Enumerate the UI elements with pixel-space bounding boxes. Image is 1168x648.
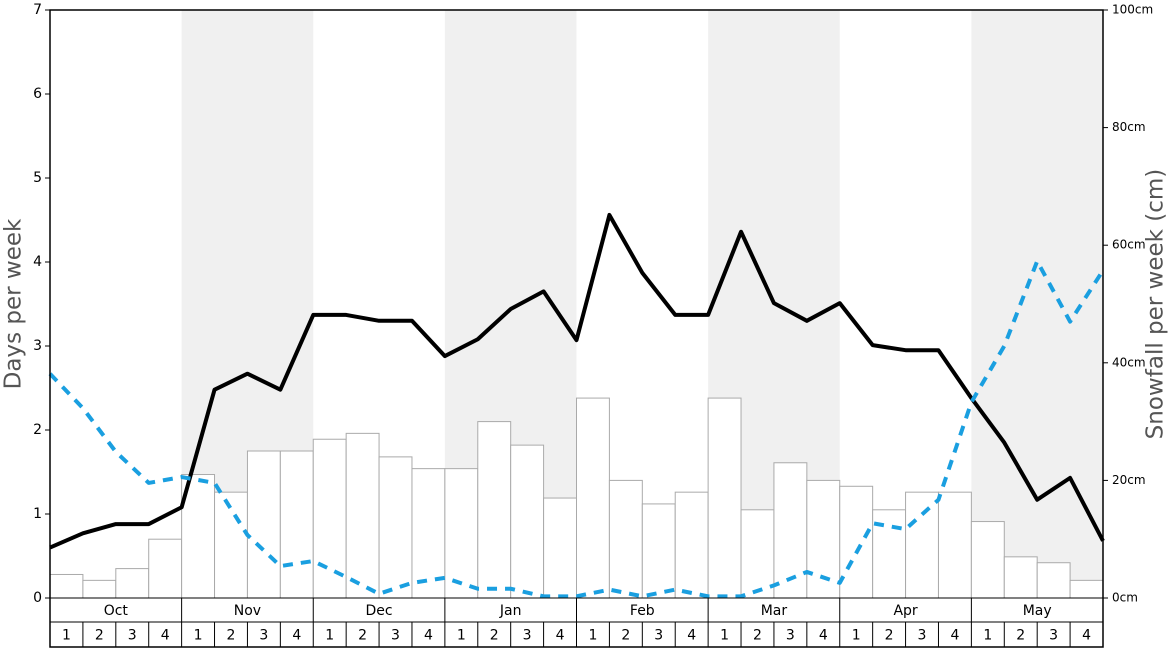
bar <box>674 491 709 599</box>
bar <box>214 491 248 599</box>
week-label: 2 <box>358 628 367 644</box>
month-label: Dec <box>366 603 393 619</box>
month-label: Jan <box>499 603 522 619</box>
y-tick-label: 4 <box>33 254 42 270</box>
week-label: 3 <box>1049 628 1058 644</box>
month-label: Oct <box>104 603 129 619</box>
y-tick-label: 2 <box>33 422 42 438</box>
week-label: 3 <box>786 628 795 644</box>
bar <box>345 432 380 599</box>
week-label: 2 <box>753 628 762 644</box>
month-label: Nov <box>234 603 261 619</box>
bar <box>82 579 117 599</box>
y-tick-label: 1 <box>33 506 42 522</box>
bar <box>279 450 314 599</box>
week-label: 4 <box>292 628 301 644</box>
y-tick-label: 0 <box>33 590 42 606</box>
month-shading <box>971 10 1103 598</box>
week-label: 2 <box>95 628 104 644</box>
week-label: 3 <box>918 628 927 644</box>
bar <box>1036 562 1071 599</box>
y-tick-label: 3 <box>33 338 42 354</box>
week-label: 1 <box>983 628 992 644</box>
y2-tick-label: 100cm <box>1112 3 1153 17</box>
week-label: 1 <box>720 628 729 644</box>
bar <box>148 538 183 599</box>
week-label: 3 <box>523 628 532 644</box>
bar <box>608 479 643 599</box>
bar <box>740 509 775 599</box>
week-label: 1 <box>62 628 71 644</box>
bar <box>49 573 84 599</box>
week-label: 1 <box>194 628 203 644</box>
bar <box>1003 556 1038 599</box>
y-tick-label: 7 <box>33 2 42 18</box>
y-axis-title: Days per week <box>1 218 27 389</box>
line <box>49 212 1105 550</box>
bar <box>477 421 512 599</box>
bar <box>905 491 939 599</box>
week-label: 4 <box>424 628 433 644</box>
week-label: 2 <box>885 628 894 644</box>
week-label: 4 <box>950 628 959 644</box>
bar <box>246 450 281 599</box>
week-label: 1 <box>325 628 334 644</box>
week-label: 2 <box>621 628 630 644</box>
week-label: 4 <box>819 628 828 644</box>
line <box>48 259 1105 599</box>
week-label: 4 <box>556 628 565 644</box>
bar <box>1069 579 1104 599</box>
bar <box>839 485 874 599</box>
y2-tick-label: 20cm <box>1112 473 1146 487</box>
week-label: 2 <box>490 628 499 644</box>
month-label: Mar <box>761 603 788 619</box>
month-label: May <box>1023 603 1052 619</box>
bar <box>510 444 545 599</box>
month-label: Feb <box>630 603 655 619</box>
y2-tick-label: 80cm <box>1112 120 1146 134</box>
week-label: 4 <box>687 628 696 644</box>
y-tick-label: 5 <box>33 170 42 186</box>
month-label: Apr <box>893 603 917 619</box>
y2-axis-title: Snowfall per week (cm) <box>1143 169 1168 440</box>
bar <box>444 468 479 599</box>
week-label: 4 <box>161 628 170 644</box>
week-label: 3 <box>259 628 268 644</box>
bar <box>378 456 413 599</box>
bar <box>576 397 610 599</box>
week-label: 1 <box>457 628 466 644</box>
week-label: 1 <box>588 628 597 644</box>
week-label: 2 <box>227 628 236 644</box>
y-tick-label: 6 <box>33 86 42 102</box>
week-label: 3 <box>128 628 137 644</box>
week-label: 4 <box>1082 628 1091 644</box>
bar <box>937 491 972 599</box>
week-label: 2 <box>1016 628 1025 644</box>
week-label: 1 <box>852 628 861 644</box>
bar <box>707 397 742 599</box>
bar <box>806 479 841 599</box>
week-label: 3 <box>654 628 663 644</box>
y2-tick-label: 0cm <box>1112 591 1138 605</box>
y2-tick-label: 60cm <box>1112 238 1146 252</box>
bar <box>115 568 150 599</box>
bar <box>543 497 577 599</box>
bar <box>641 503 676 599</box>
y2-tick-label: 40cm <box>1112 355 1146 369</box>
bar <box>970 521 1005 599</box>
week-label: 3 <box>391 628 400 644</box>
